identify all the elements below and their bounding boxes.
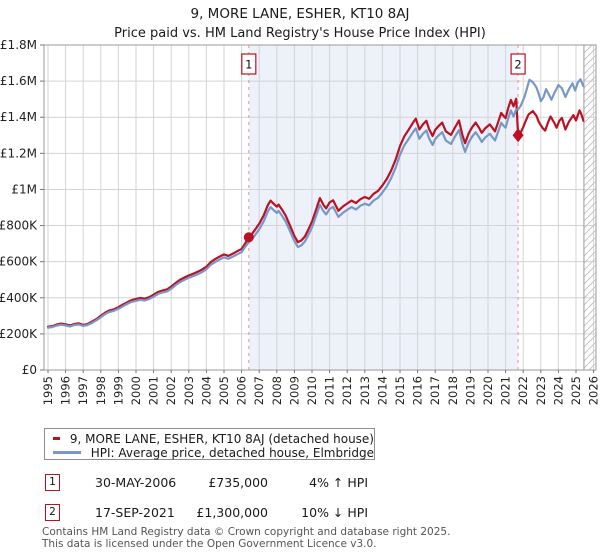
svg-text:2014: 2014 — [375, 376, 389, 405]
svg-text:2023: 2023 — [534, 376, 548, 405]
svg-text:2024: 2024 — [551, 376, 565, 405]
marker-2-badge: 2 — [45, 504, 60, 521]
marker-1-badge: 1 — [45, 474, 60, 491]
svg-text:2020: 2020 — [481, 376, 495, 405]
svg-text:1: 1 — [245, 58, 252, 72]
svg-text:2011: 2011 — [323, 376, 337, 405]
svg-text:£0: £0 — [22, 363, 37, 377]
svg-text:2001: 2001 — [147, 376, 161, 405]
svg-text:1997: 1997 — [76, 376, 90, 405]
sale-2-hpi-delta: 10% ↓ HPI — [301, 505, 368, 520]
svg-text:2022: 2022 — [516, 376, 530, 405]
svg-text:2000: 2000 — [129, 376, 143, 405]
svg-text:2016: 2016 — [411, 376, 425, 405]
svg-text:2: 2 — [514, 58, 521, 72]
svg-text:2012: 2012 — [340, 376, 354, 405]
svg-text:2017: 2017 — [428, 376, 442, 405]
svg-text:2021: 2021 — [499, 376, 513, 405]
svg-text:£400K: £400K — [0, 291, 38, 305]
svg-text:£1.4M: £1.4M — [0, 110, 37, 124]
plot-area: £0 £200K £400K £600K £800K £1M £1.2M £1.4M £1.6M… — [0, 38, 600, 405]
svg-text:2004: 2004 — [199, 376, 213, 405]
svg-text:2009: 2009 — [287, 376, 301, 405]
svg-text:2008: 2008 — [270, 376, 284, 405]
svg-text:2018: 2018 — [446, 376, 460, 405]
svg-text:£200K: £200K — [0, 327, 38, 341]
sale-2-price: £1,300,000 — [196, 505, 268, 520]
sale-1-price: £735,000 — [208, 475, 268, 490]
svg-text:2007: 2007 — [252, 376, 266, 405]
svg-text:2003: 2003 — [182, 376, 196, 405]
svg-text:1995: 1995 — [41, 376, 55, 405]
svg-text:2015: 2015 — [393, 376, 407, 405]
chart-legend: 9, MORE LANE, ESHER, KT10 8AJ (detached … — [44, 428, 375, 460]
svg-text:2006: 2006 — [235, 376, 249, 405]
svg-text:£1.8M: £1.8M — [0, 38, 37, 52]
svg-text:1998: 1998 — [94, 376, 108, 405]
svg-text:2025: 2025 — [569, 376, 583, 405]
legend-label: 9, MORE LANE, ESHER, KT10 8AJ (detached … — [69, 431, 374, 446]
svg-text:2019: 2019 — [463, 376, 477, 405]
svg-text:£1M: £1M — [11, 182, 37, 196]
sale-1-date: 30-MAY-2006 — [95, 475, 177, 490]
chart-subtitle: Price paid vs. HM Land Registry's House … — [114, 26, 486, 41]
legend-item-hpi: HPI: Average price, detached house, Elmb… — [53, 445, 374, 460]
svg-text:2005: 2005 — [217, 376, 231, 405]
blue-line-swatch — [53, 451, 81, 454]
legend-item-price-paid: 9, MORE LANE, ESHER, KT10 8AJ (detached … — [53, 431, 374, 446]
license-footer: Contains HM Land Registry data © Crown c… — [42, 526, 451, 550]
svg-text:£1.6M: £1.6M — [0, 74, 37, 88]
svg-text:2026: 2026 — [587, 376, 600, 405]
transaction-row-2: 2 17-SEP-2021 £1,300,000 10% ↓ HPI — [0, 504, 600, 522]
legend-label: HPI: Average price, detached house, Elmb… — [90, 445, 374, 460]
svg-text:1996: 1996 — [59, 376, 73, 405]
footer-line-2: This data is licensed under the Open Gov… — [42, 537, 377, 550]
svg-text:£800K: £800K — [0, 219, 38, 233]
footer-line-1: Contains HM Land Registry data © Crown c… — [42, 526, 451, 538]
svg-text:£1.2M: £1.2M — [0, 146, 37, 160]
svg-text:2002: 2002 — [164, 376, 178, 405]
price-chart-svg: 9, MORE LANE, ESHER, KT10 8AJ Price paid… — [0, 6, 600, 405]
svg-text:1999: 1999 — [111, 376, 125, 405]
sale-2-date: 17-SEP-2021 — [95, 505, 175, 520]
sale-1-hpi-delta: 4% ↑ HPI — [309, 475, 368, 490]
page-title: 9, MORE LANE, ESHER, KT10 8AJ — [191, 6, 410, 22]
svg-text:£600K: £600K — [0, 255, 38, 269]
red-line-swatch — [53, 437, 60, 440]
svg-text:2013: 2013 — [358, 376, 372, 405]
transaction-row-1: 1 30-MAY-2006 £735,000 4% ↑ HPI — [0, 474, 600, 492]
svg-text:2010: 2010 — [305, 376, 319, 405]
